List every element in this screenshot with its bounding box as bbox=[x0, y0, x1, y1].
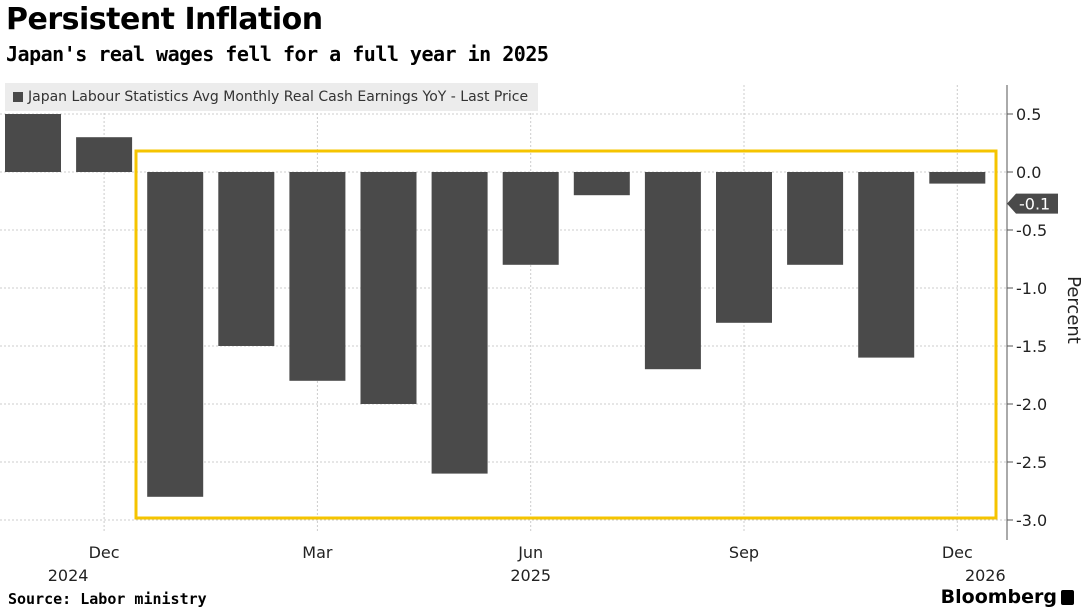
y-tick-label: 0.0 bbox=[1016, 163, 1041, 182]
y-tick-label: -3.0 bbox=[1016, 511, 1047, 530]
chart-title: Persistent Inflation bbox=[6, 2, 323, 37]
y-tick-label: -0.5 bbox=[1016, 221, 1047, 240]
legend-label: Japan Labour Statistics Avg Monthly Real… bbox=[28, 89, 529, 105]
x-year-label: 2026 bbox=[965, 566, 1006, 585]
bar-dec-2025 bbox=[929, 172, 986, 184]
x-tick-label: Mar bbox=[302, 543, 333, 562]
bloomberg-icon bbox=[1061, 589, 1074, 605]
bar-oct-2025 bbox=[787, 172, 844, 265]
highlight-box bbox=[134, 149, 998, 520]
source-note: Source: Labor ministry bbox=[8, 590, 207, 608]
last-value-tag bbox=[1007, 193, 1058, 214]
bar-nov-2024 bbox=[5, 114, 61, 172]
x-tick-label: Dec bbox=[942, 543, 973, 562]
bar-jan-2025 bbox=[147, 172, 204, 497]
bar-may-2025 bbox=[431, 172, 488, 474]
y-tick-label: -2.5 bbox=[1016, 453, 1047, 472]
y-axis-label: Percent bbox=[1063, 276, 1082, 344]
x-tick-label: Jun bbox=[517, 543, 543, 562]
brand-name: Bloomberg bbox=[940, 586, 1057, 608]
bar-jul-2025 bbox=[573, 172, 630, 196]
x-tick-label: Dec bbox=[89, 543, 120, 562]
y-tick-label: -1.5 bbox=[1016, 337, 1047, 356]
bar-aug-2025 bbox=[644, 172, 701, 370]
bar-nov-2025 bbox=[858, 172, 915, 358]
brand-logo: Bloomberg bbox=[941, 586, 1074, 608]
bar-jun-2025 bbox=[502, 172, 559, 265]
bar-mar-2025 bbox=[289, 172, 346, 381]
y-tick-label: 0.5 bbox=[1016, 105, 1041, 124]
y-tick-label: -1.0 bbox=[1016, 279, 1047, 298]
bar-sep-2025 bbox=[716, 172, 772, 323]
bar-feb-2025 bbox=[218, 172, 275, 346]
x-year-label: 2025 bbox=[510, 566, 551, 585]
last-value-label: -0.1 bbox=[1019, 195, 1050, 214]
bar-dec-2024 bbox=[76, 137, 133, 172]
legend-swatch bbox=[13, 92, 23, 102]
x-tick-label: Sep bbox=[729, 543, 759, 562]
y-tick-label: -2.0 bbox=[1016, 395, 1047, 414]
bar-apr-2025 bbox=[360, 172, 417, 404]
x-year-label: 2024 bbox=[48, 566, 89, 585]
legend: Japan Labour Statistics Avg Monthly Real… bbox=[5, 83, 539, 111]
chart-subtitle: Japan's real wages fell for a full year … bbox=[6, 42, 549, 66]
